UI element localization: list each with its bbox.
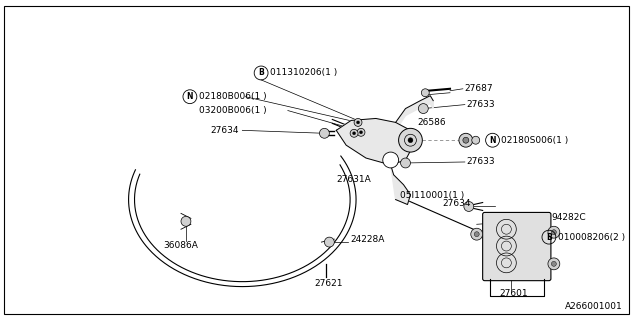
Circle shape	[408, 138, 413, 143]
Polygon shape	[396, 96, 433, 130]
Text: 03200B006(1 ): 03200B006(1 )	[199, 106, 266, 115]
Text: 27633: 27633	[467, 100, 495, 109]
Text: 27633: 27633	[467, 157, 495, 166]
Circle shape	[552, 230, 556, 235]
Circle shape	[548, 258, 560, 270]
Circle shape	[319, 128, 330, 138]
Text: 02180S006(1 ): 02180S006(1 )	[502, 136, 569, 145]
Text: 27634: 27634	[211, 126, 239, 135]
Circle shape	[548, 226, 560, 238]
Circle shape	[324, 237, 334, 247]
Text: 94282C: 94282C	[551, 213, 586, 222]
Circle shape	[360, 131, 362, 134]
Text: 27687: 27687	[465, 84, 493, 93]
Polygon shape	[336, 118, 413, 165]
Circle shape	[464, 202, 474, 212]
Circle shape	[552, 261, 556, 266]
Circle shape	[357, 128, 365, 136]
FancyBboxPatch shape	[483, 212, 551, 281]
Text: 27621: 27621	[314, 279, 343, 288]
Circle shape	[463, 137, 469, 143]
Text: 011310206(1 ): 011310206(1 )	[270, 68, 337, 77]
Circle shape	[399, 128, 422, 152]
Circle shape	[356, 121, 360, 124]
Text: B: B	[258, 68, 264, 77]
Text: N: N	[490, 136, 496, 145]
Text: B: B	[546, 233, 552, 242]
Text: 36086A: 36086A	[163, 241, 198, 250]
Text: N: N	[187, 92, 193, 101]
Text: 02180B006(1 ): 02180B006(1 )	[199, 92, 266, 101]
Circle shape	[354, 118, 362, 126]
Text: 05I110001(1 ): 05I110001(1 )	[399, 191, 464, 200]
Circle shape	[383, 152, 399, 168]
Circle shape	[472, 136, 480, 144]
Text: 27631A: 27631A	[336, 175, 371, 184]
Text: 24228A: 24228A	[350, 235, 385, 244]
Text: 27601: 27601	[499, 289, 528, 298]
Text: 26586: 26586	[417, 118, 446, 127]
Text: A266001001: A266001001	[565, 302, 623, 311]
Circle shape	[471, 228, 483, 240]
Circle shape	[421, 89, 429, 97]
Circle shape	[353, 132, 356, 135]
Circle shape	[419, 104, 428, 114]
Circle shape	[181, 216, 191, 226]
Text: 010008206(2 ): 010008206(2 )	[558, 233, 625, 242]
Text: 27634: 27634	[442, 199, 470, 208]
Circle shape	[350, 129, 358, 137]
Circle shape	[474, 232, 479, 237]
Circle shape	[459, 133, 473, 147]
Circle shape	[401, 158, 410, 168]
Polygon shape	[390, 165, 410, 204]
